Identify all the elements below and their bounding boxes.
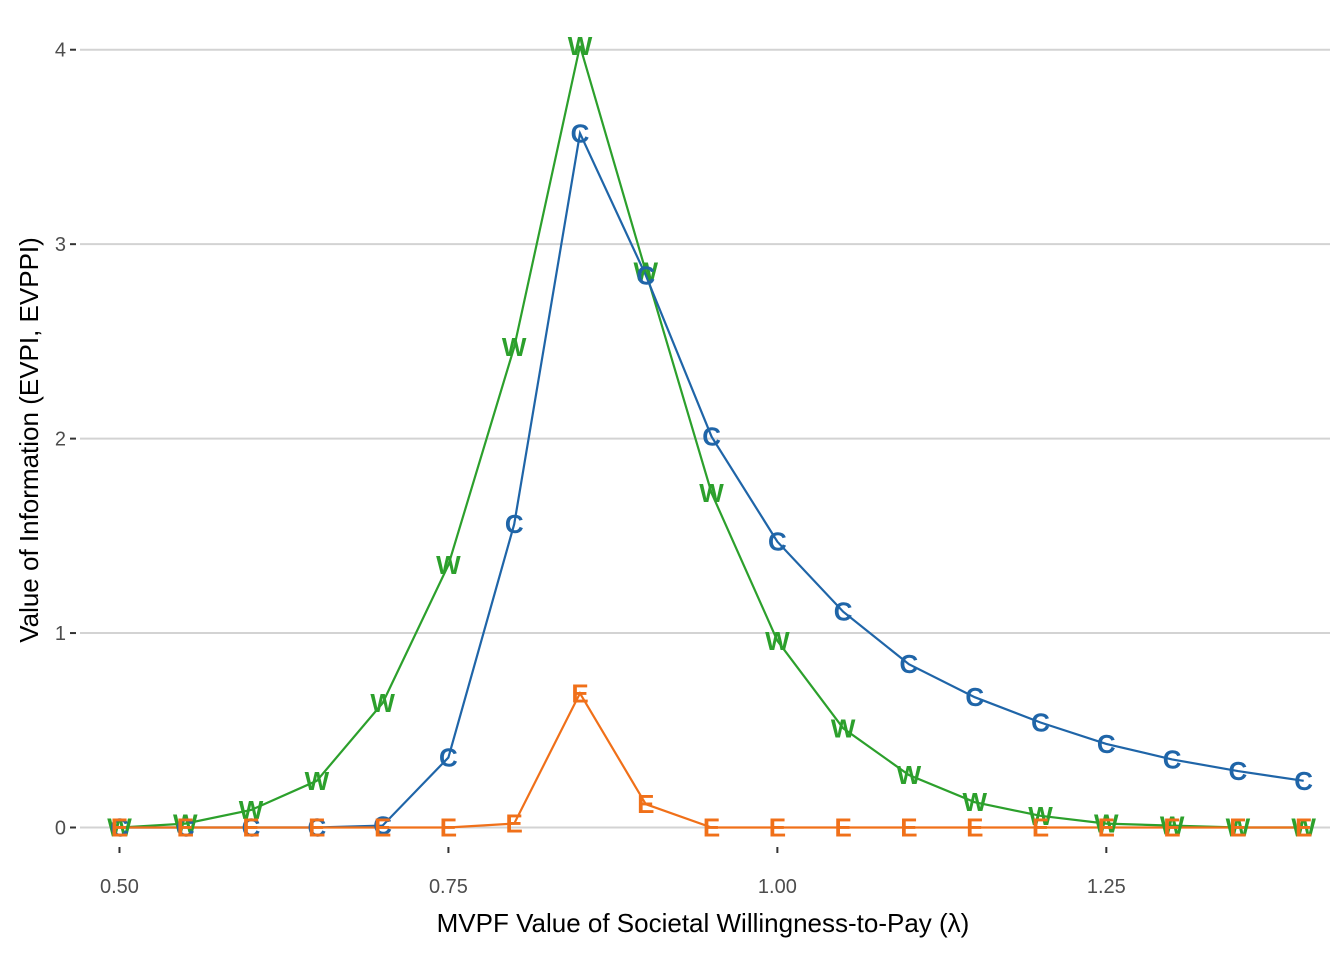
point-marker-w: W — [634, 256, 659, 286]
series-lines — [119, 45, 1304, 829]
point-marker-c: C — [768, 527, 787, 557]
point-marker-c: C — [1294, 766, 1313, 796]
point-marker-e: E — [769, 813, 786, 843]
point-marker-c: C — [1163, 744, 1182, 774]
y-tick-label: 2 — [55, 429, 66, 451]
point-marker-w: W — [568, 31, 593, 61]
point-marker-w: W — [107, 813, 132, 843]
point-marker-e: E — [506, 809, 523, 839]
point-marker-w: W — [1160, 811, 1185, 841]
point-marker-c: C — [373, 811, 392, 841]
point-marker-e: E — [703, 813, 720, 843]
point-marker-c: C — [176, 813, 195, 843]
point-marker-w: W — [173, 809, 198, 839]
point-marker-e: E — [900, 813, 917, 843]
point-marker-w: W — [962, 787, 987, 817]
point-marker-w: W — [436, 550, 461, 580]
x-tick-label: 0.50 — [100, 876, 139, 898]
point-marker-w: W — [1226, 813, 1251, 843]
point-marker-c: C — [1229, 756, 1248, 786]
point-marker-c: C — [702, 422, 721, 452]
point-marker-e: E — [1163, 813, 1180, 843]
point-marker-w: W — [502, 332, 527, 362]
point-marker-w: W — [1291, 813, 1316, 843]
point-marker-e: E — [1098, 813, 1115, 843]
tick-labels: 0 1 2 3 4 0.50 0.75 1.00 1.25 — [55, 40, 1126, 898]
point-marker-c: C — [307, 813, 326, 843]
point-marker-c: C — [636, 260, 655, 290]
point-marker-w: W — [1028, 801, 1053, 831]
point-marker-e: E — [177, 813, 194, 843]
point-marker-e: E — [308, 813, 325, 843]
point-marker-e: E — [111, 813, 128, 843]
point-marker-w: W — [765, 626, 790, 656]
point-marker-w: W — [897, 760, 922, 790]
point-marker-w: W — [305, 766, 330, 796]
point-marker-e: E — [440, 813, 457, 843]
point-marker-e: E — [1295, 813, 1312, 843]
x-tick-label: 1.00 — [758, 876, 797, 898]
point-marker-w: W — [1094, 809, 1119, 839]
point-marker-c: C — [1097, 729, 1116, 759]
x-axis-title: MVPF Value of Societal Willingness-to-Pa… — [437, 908, 970, 938]
point-marker-e: E — [242, 813, 259, 843]
point-marker-c: C — [965, 682, 984, 712]
point-marker-c: C — [439, 743, 458, 773]
point-marker-c: C — [505, 509, 524, 539]
point-marker-e: E — [571, 678, 588, 708]
y-tick-label: 3 — [55, 234, 66, 256]
point-marker-w: W — [239, 795, 264, 825]
point-marker-e: E — [374, 813, 391, 843]
point-marker-c: C — [900, 649, 919, 679]
y-tick-label: 0 — [55, 818, 66, 840]
x-tick-label: 0.75 — [429, 876, 468, 898]
series-line-w — [119, 45, 1304, 829]
point-marker-c: C — [110, 813, 129, 843]
point-marker-e: E — [1229, 813, 1246, 843]
y-axis-title: Value of Information (EVPI, EVPPI) — [14, 237, 44, 643]
point-marker-w: W — [831, 713, 856, 743]
series-line-e — [119, 691, 1304, 829]
point-marker-c: C — [1031, 708, 1050, 738]
point-marker-c: C — [834, 597, 853, 627]
y-tick-label: 4 — [55, 40, 66, 62]
point-marker-w: W — [370, 688, 395, 718]
point-marker-e: E — [637, 789, 654, 819]
point-marker-e: E — [1032, 813, 1049, 843]
point-marker-c: C — [242, 813, 261, 843]
point-marker-w: W — [699, 478, 724, 508]
point-marker-c: C — [571, 118, 590, 148]
x-tick-label: 1.25 — [1087, 876, 1126, 898]
point-marker-e: E — [966, 813, 983, 843]
point-marker-e: E — [834, 813, 851, 843]
y-tick-label: 1 — [55, 623, 66, 645]
